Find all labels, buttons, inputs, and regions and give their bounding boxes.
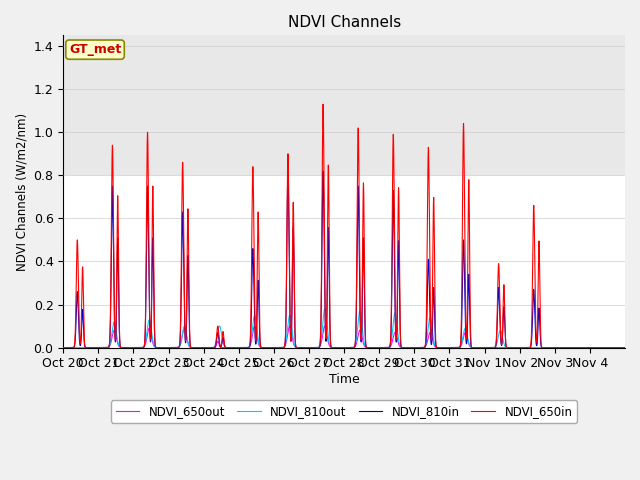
NDVI_810in xyxy=(621,345,629,350)
NDVI_650out xyxy=(251,323,259,329)
NDVI_810out xyxy=(273,345,281,350)
Title: NDVI Channels: NDVI Channels xyxy=(287,15,401,30)
Line: NDVI_650out: NDVI_650out xyxy=(63,326,625,348)
Y-axis label: NDVI Channels (W/m2/nm): NDVI Channels (W/m2/nm) xyxy=(15,112,28,271)
NDVI_810in xyxy=(60,345,67,350)
NDVI_650out xyxy=(60,345,67,350)
NDVI_650in xyxy=(273,345,281,350)
NDVI_650out xyxy=(372,345,380,350)
NDVI_810in xyxy=(372,345,380,350)
NDVI_810in xyxy=(79,307,86,312)
NDVI_650out xyxy=(472,345,480,350)
NDVI_650in xyxy=(621,345,629,350)
Legend: NDVI_650out, NDVI_810out, NDVI_810in, NDVI_650in: NDVI_650out, NDVI_810out, NDVI_810in, ND… xyxy=(111,400,577,423)
NDVI_650out xyxy=(333,345,340,350)
NDVI_810in xyxy=(543,345,551,350)
NDVI_810out xyxy=(60,345,67,350)
NDVI_810out xyxy=(621,345,629,350)
Line: NDVI_650in: NDVI_650in xyxy=(63,104,625,348)
NDVI_650out xyxy=(273,345,281,350)
NDVI_810out xyxy=(578,345,586,350)
NDVI_810out xyxy=(372,345,380,350)
NDVI_810out xyxy=(333,345,340,350)
NDVI_810in xyxy=(284,168,292,174)
NDVI_810out xyxy=(79,345,86,350)
NDVI_650in xyxy=(333,345,340,350)
NDVI_650in xyxy=(570,345,578,350)
NDVI_650out xyxy=(543,345,550,350)
NDVI_810in xyxy=(570,345,578,350)
NDVI_650in xyxy=(60,345,67,350)
Line: NDVI_810in: NDVI_810in xyxy=(63,171,625,348)
NDVI_650out xyxy=(543,345,551,350)
NDVI_810in xyxy=(273,345,281,350)
NDVI_810in xyxy=(472,345,480,350)
Text: GT_met: GT_met xyxy=(69,43,121,56)
NDVI_650in xyxy=(319,101,327,107)
NDVI_650out xyxy=(79,345,86,350)
NDVI_810in xyxy=(333,345,340,350)
Bar xyxy=(63,36,625,175)
NDVI_650in xyxy=(543,345,551,350)
NDVI_810out xyxy=(472,345,480,350)
X-axis label: Time: Time xyxy=(329,373,360,386)
NDVI_810out xyxy=(321,306,329,312)
NDVI_810out xyxy=(543,345,551,350)
NDVI_650in xyxy=(79,264,86,270)
NDVI_650in xyxy=(372,345,380,350)
Line: NDVI_810out: NDVI_810out xyxy=(63,309,625,348)
NDVI_650in xyxy=(472,345,480,350)
NDVI_650out xyxy=(621,345,629,350)
